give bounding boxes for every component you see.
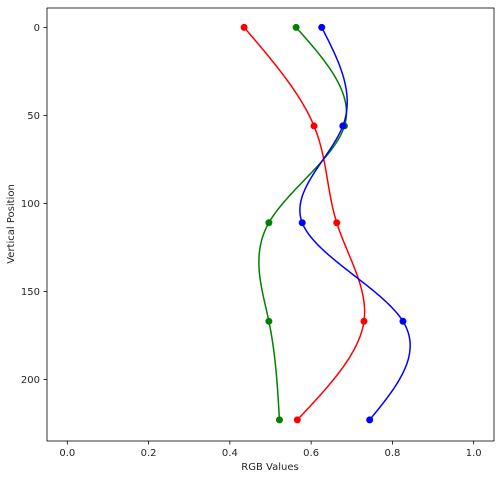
x-axis: 0.0 0.2 0.4 0.6 0.8 1.0	[59, 441, 482, 459]
x-axis-label: RGB Values	[241, 462, 298, 473]
y-tick-label: 100	[21, 199, 40, 210]
data-point	[275, 416, 283, 424]
data-point	[318, 23, 326, 31]
x-tick-label: 0.2	[141, 448, 157, 459]
data-point	[265, 317, 273, 325]
data-point	[265, 219, 273, 227]
series-1	[258, 23, 348, 424]
data-point	[366, 416, 374, 424]
y-axis: 0 50 100 150 200	[21, 23, 47, 386]
x-tick-label: 0.0	[59, 448, 75, 459]
y-tick-label: 50	[27, 111, 40, 122]
series-2	[298, 23, 411, 424]
x-tick-label: 1.0	[466, 448, 482, 459]
data-point	[360, 317, 368, 325]
data-point	[292, 23, 300, 31]
y-tick-label: 0	[34, 23, 40, 34]
data-point	[339, 122, 347, 130]
y-axis-label: Vertical Position	[6, 184, 17, 264]
data-point	[310, 122, 318, 130]
data-point	[399, 317, 407, 325]
series-layer	[240, 23, 411, 424]
y-tick-label: 150	[21, 287, 40, 298]
x-tick-label: 0.4	[222, 448, 238, 459]
y-tick-label: 200	[21, 375, 40, 386]
data-point	[240, 23, 248, 31]
series-0	[240, 23, 368, 424]
data-point	[333, 219, 341, 227]
x-tick-label: 0.8	[384, 448, 400, 459]
data-point	[298, 219, 306, 227]
data-point	[293, 416, 301, 424]
x-tick-label: 0.6	[303, 448, 319, 459]
